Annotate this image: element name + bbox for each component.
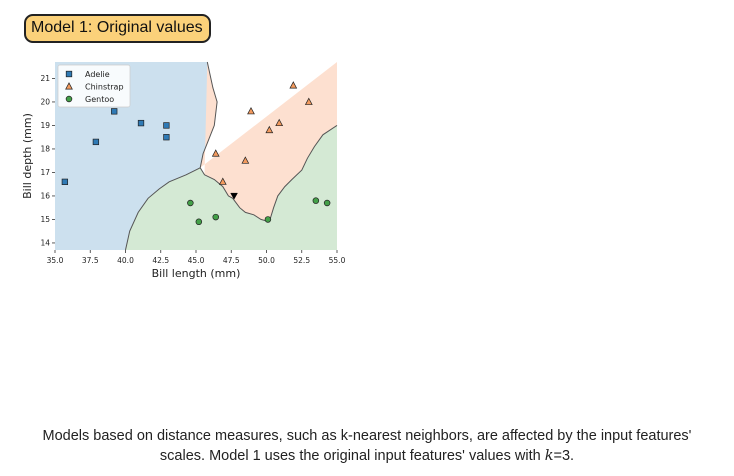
x-tick-label: 35.0 [47,256,64,265]
x-tick-label: 50.0 [258,256,275,265]
y-tick-label: 21 [40,74,50,83]
caption: Models based on distance measures, such … [20,426,714,466]
x-tick-label: 40.0 [117,256,134,265]
legend-gentoo-label: Gentoo [85,95,114,104]
legend-gentoo-marker [65,95,73,103]
decision-boundary-chart: 35.0 37.5 40.0 42.5 45.0 47.5 50.0 52.5 55.0 14 15… [21,61,346,280]
gentoo-point [187,199,194,207]
x-tick-label: 47.5 [223,256,240,265]
legend-adelie-label: Adelie [85,70,110,79]
gentoo-region [125,125,337,250]
x-tick-label: 52.5 [293,256,310,265]
adelie-point [61,178,69,186]
adelie-point [137,119,145,127]
y-axis-label: Bill depth (mm) [21,113,34,199]
y-tick-label: 14 [40,239,50,248]
adelie-gentoo-boundary [125,167,201,251]
adelie-chinstrap-boundary [199,61,218,168]
adelie-point [163,134,170,141]
legend-adelie-marker [65,70,73,78]
chinstrap-point [289,81,298,89]
query-point [230,192,238,200]
y-tick-label: 15 [40,215,50,224]
chinstrap-point [241,156,250,164]
gentoo-point [312,197,320,204]
legend-chinstrap-label: Chinstrap [85,82,124,91]
decision-regions [55,62,337,250]
y-tick-label: 18 [40,145,50,154]
y-tick-label: 16 [40,192,50,201]
caption-line-2: scales. Model 1 uses the original input … [20,446,714,466]
chinstrap-point [275,118,284,127]
chinstrap-point [304,97,313,105]
model-title-badge: Model 1: Original values [24,14,211,43]
gentoo-point [195,218,203,226]
data-points [61,81,331,226]
axes: 35.0 37.5 40.0 42.5 45.0 47.5 50.0 52.5 55.0 14 15… [40,74,345,265]
x-axis-label: Bill length (mm) [152,267,241,280]
chinstrap-point [211,149,220,157]
gentoo-point [323,199,331,207]
legend-box [57,64,131,108]
chinstrap-point [265,125,274,134]
adelie-point [163,122,170,129]
y-tick-label: 17 [40,168,50,177]
x-tick-label: 37.5 [82,256,99,265]
caption-line-2-prefix: scales. Model 1 uses the original input … [159,448,545,464]
k-symbol: k [544,448,554,464]
gentoo-point [264,216,272,223]
adelie-point [92,138,100,146]
y-tick-label: 20 [40,98,50,107]
adelie-point [111,108,118,115]
caption-line-1: Models based on distance measures, such … [42,428,692,444]
legend: Adelie Chinstrap Gentoo [57,64,131,108]
chinstrap-region [200,62,337,222]
gentoo-point [212,213,219,221]
x-tick-label: 45.0 [188,256,205,265]
adelie-region [55,62,218,250]
x-tick-label: 42.5 [152,256,169,265]
chinstrap-point [247,107,255,115]
chinstrap-point [218,177,227,185]
y-tick-label: 19 [40,121,50,130]
legend-chinstrap-marker [65,82,73,90]
x-tick-label: 55.0 [329,256,346,265]
caption-line-2-suffix: =3. [553,448,575,464]
